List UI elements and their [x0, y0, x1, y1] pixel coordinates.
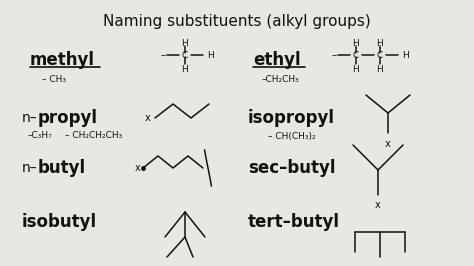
- Text: – CH₃: – CH₃: [42, 76, 66, 85]
- Text: – CH₂CH₂CH₃: – CH₂CH₂CH₃: [65, 131, 122, 140]
- Text: –CH₂CH₃: –CH₂CH₃: [262, 76, 300, 85]
- Text: x: x: [375, 200, 381, 210]
- Text: methyl: methyl: [30, 51, 95, 69]
- Text: H: H: [377, 64, 383, 73]
- Text: Naming substituents (alkyl groups): Naming substituents (alkyl groups): [103, 14, 371, 29]
- Text: H: H: [402, 51, 409, 60]
- Text: H: H: [182, 39, 188, 48]
- Text: butyl: butyl: [38, 159, 86, 177]
- Text: x: x: [135, 163, 141, 173]
- Text: C: C: [377, 51, 383, 60]
- Text: isobutyl: isobutyl: [22, 213, 97, 231]
- Text: H: H: [353, 64, 359, 73]
- Text: ethyl: ethyl: [253, 51, 301, 69]
- Text: isopropyl: isopropyl: [248, 109, 335, 127]
- Text: C: C: [182, 51, 188, 60]
- Text: sec–butyl: sec–butyl: [248, 159, 336, 177]
- Text: x: x: [385, 139, 391, 149]
- Text: –C₃H₇: –C₃H₇: [28, 131, 53, 140]
- Text: –: –: [331, 50, 337, 60]
- Text: x: x: [145, 113, 151, 123]
- Text: – CH(CH₃)₂: – CH(CH₃)₂: [268, 131, 316, 140]
- Text: n–: n–: [22, 111, 37, 125]
- Text: tert–butyl: tert–butyl: [248, 213, 340, 231]
- Text: –: –: [160, 50, 165, 60]
- Text: H: H: [377, 39, 383, 48]
- Text: H: H: [207, 51, 214, 60]
- Text: H: H: [353, 39, 359, 48]
- Text: propyl: propyl: [38, 109, 98, 127]
- Text: H: H: [182, 64, 188, 73]
- Text: C: C: [353, 51, 359, 60]
- Text: n–: n–: [22, 161, 37, 175]
